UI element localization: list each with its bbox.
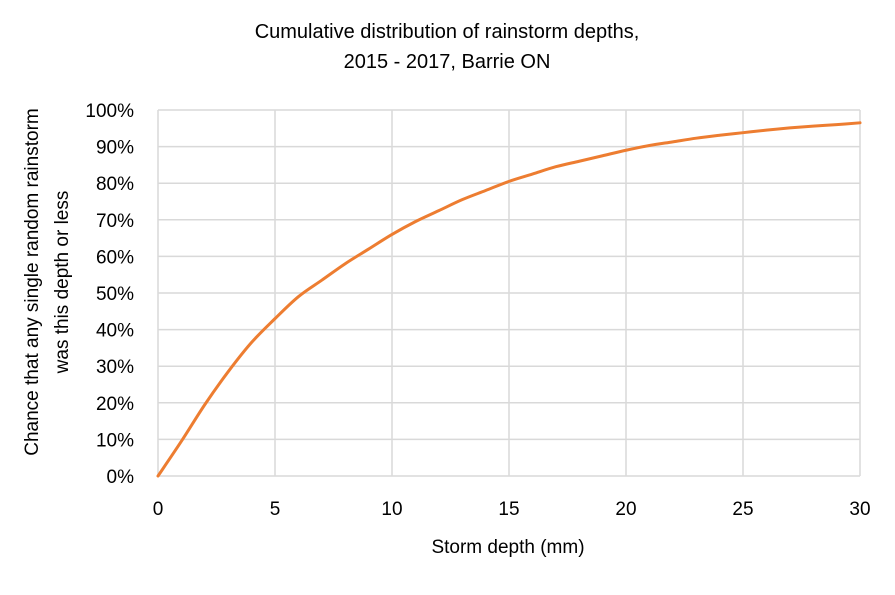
x-tick-label: 0	[153, 499, 164, 520]
y-tick-label: 50%	[96, 284, 134, 305]
x-axis-ticks: 0 5 10 15 20 25 30	[153, 499, 871, 520]
x-tick-label: 10	[381, 499, 402, 520]
x-tick-label: 5	[270, 499, 281, 520]
x-tick-label: 20	[615, 499, 636, 520]
x-tick-label: 30	[849, 499, 870, 520]
chart-title-line-2: 2015 - 2017, Barrie ON	[344, 51, 551, 73]
series-layer	[156, 121, 862, 478]
x-tick-label: 25	[732, 499, 753, 520]
chart-title: Cumulative distribution of rainstorm dep…	[255, 21, 640, 73]
y-tick-label: 70%	[96, 211, 134, 232]
y-tick-label: 40%	[96, 321, 134, 342]
x-axis-label: Storm depth (mm)	[431, 537, 584, 558]
y-tick-label: 20%	[96, 394, 134, 415]
y-tick-label: 100%	[85, 101, 134, 122]
y-tick-label: 60%	[96, 247, 134, 268]
y-axis-ticks: 0% 10% 20% 30% 40% 50% 60% 70% 80% 90% 100%	[85, 101, 134, 488]
x-tick-label: 15	[498, 499, 519, 520]
gridlines	[157, 109, 861, 477]
y-tick-label: 10%	[96, 430, 134, 451]
y-tick-label: 30%	[96, 357, 134, 378]
y-axis-label-line-2: was this depth or less	[52, 191, 73, 375]
y-axis-label: Chance that any single random rainstorm …	[22, 108, 73, 455]
y-tick-label: 0%	[107, 467, 135, 488]
y-axis-label-line-1: Chance that any single random rainstorm	[22, 108, 43, 455]
y-tick-label: 80%	[96, 174, 134, 195]
chart-title-line-1: Cumulative distribution of rainstorm dep…	[255, 21, 640, 43]
y-tick-label: 90%	[96, 138, 134, 159]
series-line-cumulative-distribution	[156, 121, 862, 478]
